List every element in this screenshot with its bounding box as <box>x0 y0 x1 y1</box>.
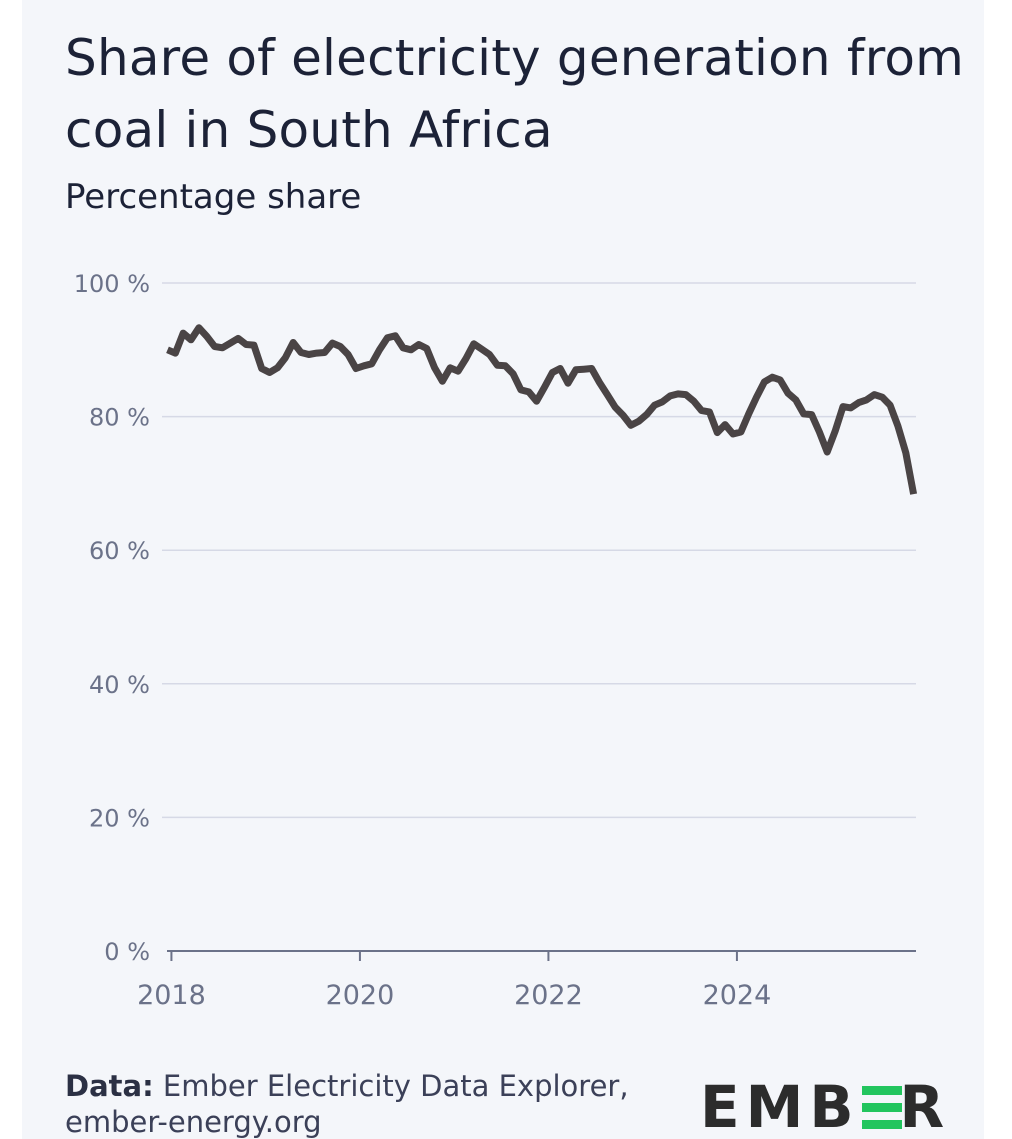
series-line-0 <box>166 324 918 495</box>
data-source-label: Data: <box>65 1069 154 1103</box>
logo-stylized-e: E <box>860 1072 902 1139</box>
chart-title: Share of electricity generation from coa… <box>65 29 965 159</box>
data-source: Data: Ember Electricity Data Explorer, e… <box>65 1068 629 1139</box>
coal-share-line-chart: 0 % 20 % 40 % 60 % 80 % 100 % 2018 2020 2022 202… <box>74 270 918 1011</box>
data-source-url[interactable]: ember-energy.org <box>65 1105 322 1139</box>
ember-logo: EMBER <box>700 1072 950 1139</box>
y-tick-label: 0 % <box>104 938 150 966</box>
y-tick-label: 40 % <box>89 671 150 699</box>
x-tick-label: 2024 <box>703 980 772 1011</box>
y-tick-label: 100 % <box>74 270 150 298</box>
series-layer <box>166 324 918 495</box>
x-tick-label: 2020 <box>326 980 395 1011</box>
x-tick-label: 2022 <box>514 980 583 1011</box>
x-tick-label: 2018 <box>137 980 206 1011</box>
logo-text-prefix: EMB <box>700 1073 860 1139</box>
logo-text-suffix: R <box>899 1073 951 1139</box>
data-source-name: Ember Electricity Data Explorer, <box>162 1069 629 1103</box>
y-tick-label: 60 % <box>89 537 150 565</box>
y-tick-label: 20 % <box>89 804 150 832</box>
grid-lines <box>162 282 916 819</box>
y-axis-ticks: 0 % 20 % 40 % 60 % 80 % 100 % <box>74 270 150 966</box>
chart-subtitle: Percentage share <box>65 177 362 217</box>
x-axis: 2018 2020 2022 2024 <box>137 950 916 1011</box>
chart-card: Share of electricity generation from coa… <box>22 0 984 1139</box>
y-tick-label: 80 % <box>89 404 150 432</box>
